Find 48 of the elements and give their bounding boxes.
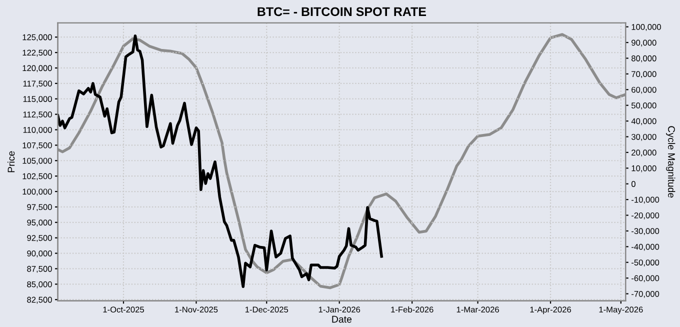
y2-tick-label: 40,000: [631, 118, 656, 126]
y2-tick-label: 100,000: [632, 24, 661, 31]
y-tick-label: 110,000: [23, 126, 52, 134]
y2-axis-title: Cycle Magnitude: [666, 126, 676, 198]
y2-tick-label: -70,000: [632, 290, 660, 298]
y2-tick-label: -60,000: [632, 275, 660, 282]
x-tick-label: 1-Nov-2025: [175, 306, 218, 313]
y-tick-label: 100,000: [22, 188, 52, 196]
x-tick-label: 1-Mar-2026: [456, 306, 499, 313]
y2-tick-label: 90,000: [632, 40, 656, 47]
y-tick-label: 85,000: [27, 281, 52, 288]
x-axis-title: Date: [332, 316, 352, 323]
y2-tick-label: 60,000: [632, 86, 656, 94]
y2-tick-label: -20,000: [632, 212, 660, 220]
y-tick-label: 87,500: [27, 266, 52, 273]
y2-tick-label: 10,000: [632, 165, 656, 172]
y-tick-label: 122,500: [22, 50, 52, 57]
y-tick-label: 92,500: [27, 235, 52, 242]
y2-tick-label: 70,000: [632, 71, 656, 78]
x-tick-label: 1-May-2026: [599, 306, 643, 314]
y2-tick-label: -50,000: [632, 260, 660, 266]
y2-tick-label: -40,000: [632, 244, 660, 251]
x-tick-label: 1-Apr-2026: [530, 306, 571, 314]
y-tick-label: 125,000: [22, 34, 52, 42]
y2-tick-label: 20,000: [632, 150, 656, 157]
y2-tick-label: 80,000: [632, 55, 656, 62]
y-tick-label: 105,000: [22, 158, 52, 165]
y-tick-label: 117,500: [23, 80, 52, 88]
y2-tick-label: -10,000: [632, 196, 660, 204]
x-tick-label: 1-Dec-2025: [245, 306, 288, 313]
chart-title: BTC= - BITCOIN SPOT RATE: [258, 7, 426, 16]
x-tick-label: 1-Feb-2026: [391, 306, 434, 313]
y2-tick-label: -30,000: [632, 228, 660, 236]
y2-tick-label: 0: [631, 181, 636, 187]
y-tick-label: 120,000: [22, 65, 52, 72]
y-tick-label: 112,500: [23, 112, 52, 118]
y-tick-label: 95,000: [27, 220, 52, 226]
y-axis-title: Price: [8, 151, 15, 172]
y-tick-label: 102,500: [22, 173, 52, 180]
y2-tick-label: 30,000: [631, 134, 656, 141]
y-tick-label: 115,000: [23, 96, 52, 103]
x-tick-label: 1-Oct-2025: [103, 306, 144, 313]
y-tick-label: 97,500: [27, 204, 52, 212]
y-tick-label: 90,000: [27, 250, 52, 258]
y-tick-label: 107,500: [22, 142, 52, 150]
y-tick-label: 82,500: [27, 296, 52, 304]
y2-tick-label: 50,000: [631, 102, 656, 110]
x-tick-label: 1-Jan-2026: [318, 306, 360, 313]
